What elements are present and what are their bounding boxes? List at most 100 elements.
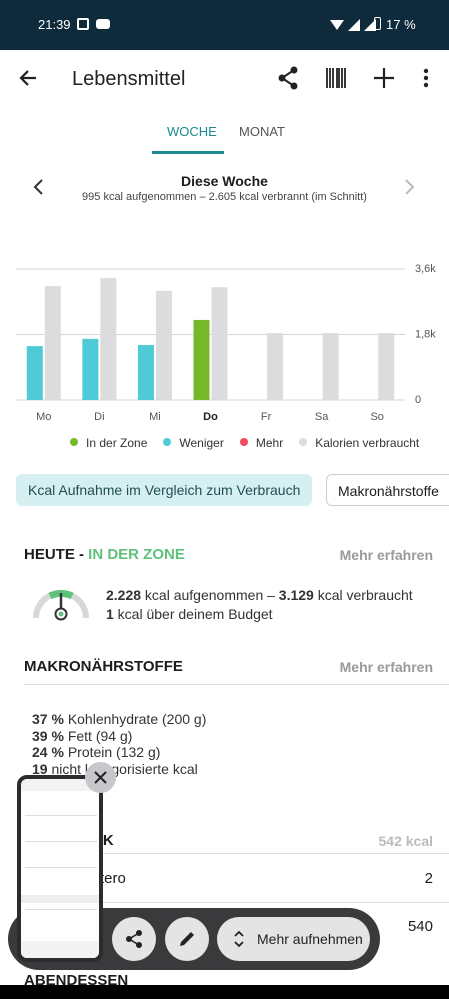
- y-tick-label: 0: [415, 394, 421, 406]
- legend-swatch: [163, 438, 172, 446]
- y-tick-label: 3,6k: [415, 263, 436, 275]
- divider: [24, 902, 449, 903]
- bar: [378, 333, 395, 400]
- y-tick-label: 1,8k: [415, 328, 436, 340]
- chart: 0 1,8k 3,6k Mo Di Mi Do Fr Sa So: [16, 263, 436, 423]
- macro-value: 19: [32, 760, 48, 777]
- barcode-button[interactable]: [326, 68, 346, 88]
- divider: [24, 684, 449, 685]
- food-kcal: 2: [424, 870, 433, 887]
- week-title: Diese Woche: [181, 173, 268, 189]
- macro-row: 39 % Fett (94 g): [32, 728, 206, 745]
- x-tick-label: Mo: [36, 411, 51, 423]
- share-button[interactable]: [277, 66, 299, 90]
- legend-label: Weniger: [179, 436, 224, 450]
- value: 1: [106, 606, 114, 622]
- thumb-row: [25, 867, 97, 889]
- x-tick-label: Do: [203, 411, 218, 423]
- macro-value: 24 %: [32, 744, 64, 760]
- link[interactable]: Mehr erfahren: [339, 547, 433, 563]
- back-button[interactable]: [18, 68, 38, 88]
- expand-button[interactable]: Mehr aufnehmen: [217, 917, 370, 961]
- battery: 17 %: [386, 17, 416, 32]
- legend-swatch: [299, 438, 308, 446]
- x-tick-label: Mi: [149, 411, 161, 423]
- add-button[interactable]: [374, 68, 394, 88]
- macro-label: Fett (94 g): [67, 727, 133, 744]
- x-tick-label: So: [370, 411, 383, 423]
- edit-button[interactable]: [165, 917, 209, 961]
- value: 3.129: [278, 587, 314, 603]
- legend-swatch: [239, 438, 248, 446]
- macro-label: Kohlenhydrate (200 g): [67, 711, 207, 727]
- x-tick-label: Di: [94, 411, 104, 423]
- section-heading: HEUTE - IN DER ZONE: [24, 546, 185, 563]
- app-title: Lebensmittel: [72, 68, 186, 90]
- value: 2.228: [106, 587, 142, 603]
- macro-value: 39 %: [32, 727, 64, 744]
- tab[interactable]: MONAT: [239, 124, 285, 139]
- macro-list: 37 % Kohlenhydrate (200 g) 39 % Fett (94 …: [32, 711, 206, 777]
- intake-line: 2.228 kcal aufgenommen – 3.129 kcal verb…: [106, 587, 413, 603]
- thumb-nav: [21, 941, 99, 958]
- time: 21:39: [38, 17, 71, 32]
- icon: [77, 18, 89, 30]
- nav-bar: [0, 985, 449, 999]
- legend: In der Zone Weniger Mehr Kalorien verbrauch…: [70, 434, 435, 452]
- legend-swatch: [70, 438, 78, 446]
- x-tick-label: Fr: [261, 411, 272, 423]
- thumb-row: [25, 815, 97, 837]
- week-subtitle: 995 kcal aufgenommen – 2.605 kcal verbra…: [82, 191, 367, 203]
- food-name: tero: [100, 870, 126, 887]
- legend-item: In der Zone: [70, 436, 147, 450]
- button-label: Mehr aufnehmen: [257, 931, 363, 947]
- bar: [82, 338, 99, 400]
- next-week[interactable]: [404, 179, 416, 195]
- heading: HEUTE -: [24, 546, 89, 563]
- macro-row: 24 % Protein (132 g): [32, 744, 206, 761]
- link[interactable]: Mehr erfahren: [339, 659, 433, 675]
- prev-week[interactable]: [32, 179, 44, 195]
- x-tick-label: Sa: [315, 411, 329, 423]
- legend-label: Mehr: [255, 436, 284, 450]
- legend-item: Kalorien verbraucht: [299, 436, 419, 450]
- close-button[interactable]: [85, 762, 116, 793]
- thumb-row: [25, 841, 97, 863]
- tab-indicator: [152, 151, 224, 154]
- menu-button[interactable]: [423, 68, 429, 88]
- macro-label: Protein (132 g): [67, 744, 161, 760]
- thumb-row: [25, 909, 97, 931]
- gauge: [33, 589, 89, 621]
- budget-line: 1 kcal über deinem Budget: [106, 606, 273, 622]
- section-heading: MAKRONÄHRSTOFFE: [24, 658, 183, 675]
- bar: [322, 333, 339, 400]
- battery-icon: [374, 17, 381, 30]
- status-bar: 21:39 17 %: [0, 0, 449, 50]
- food-kcal: 540: [407, 918, 433, 935]
- meal-kcal: 542 kcal: [378, 833, 434, 849]
- bar: [100, 278, 117, 400]
- bar: [44, 286, 61, 400]
- bar: [155, 290, 172, 400]
- share-button[interactable]: [112, 917, 156, 961]
- tab-active[interactable]: WOCHE: [167, 124, 217, 139]
- screenshot-thumbnail[interactable]: [17, 775, 103, 962]
- signal-icons: [330, 19, 376, 31]
- chip-selected[interactable]: Kcal Aufnahme im Vergleich zum Verbrauch: [16, 474, 313, 506]
- thumb-header: [21, 779, 99, 791]
- legend-item: Mehr: [239, 436, 284, 450]
- section-heading: ABENDESSEN: [24, 972, 129, 989]
- bar: [193, 319, 210, 400]
- legend-label: In der Zone: [86, 436, 148, 450]
- text: kcal über deinem Budget: [113, 606, 273, 622]
- zone-status: IN DER ZONE: [88, 546, 185, 563]
- bar: [267, 333, 284, 400]
- icon: [96, 19, 110, 29]
- macro-value: 37 %: [32, 711, 64, 727]
- chip[interactable]: Makronährstoffe: [326, 474, 449, 506]
- thumb-band: [21, 895, 99, 903]
- legend-label: Kalorien verbraucht: [315, 436, 420, 450]
- bar: [211, 287, 228, 400]
- bar: [137, 345, 154, 400]
